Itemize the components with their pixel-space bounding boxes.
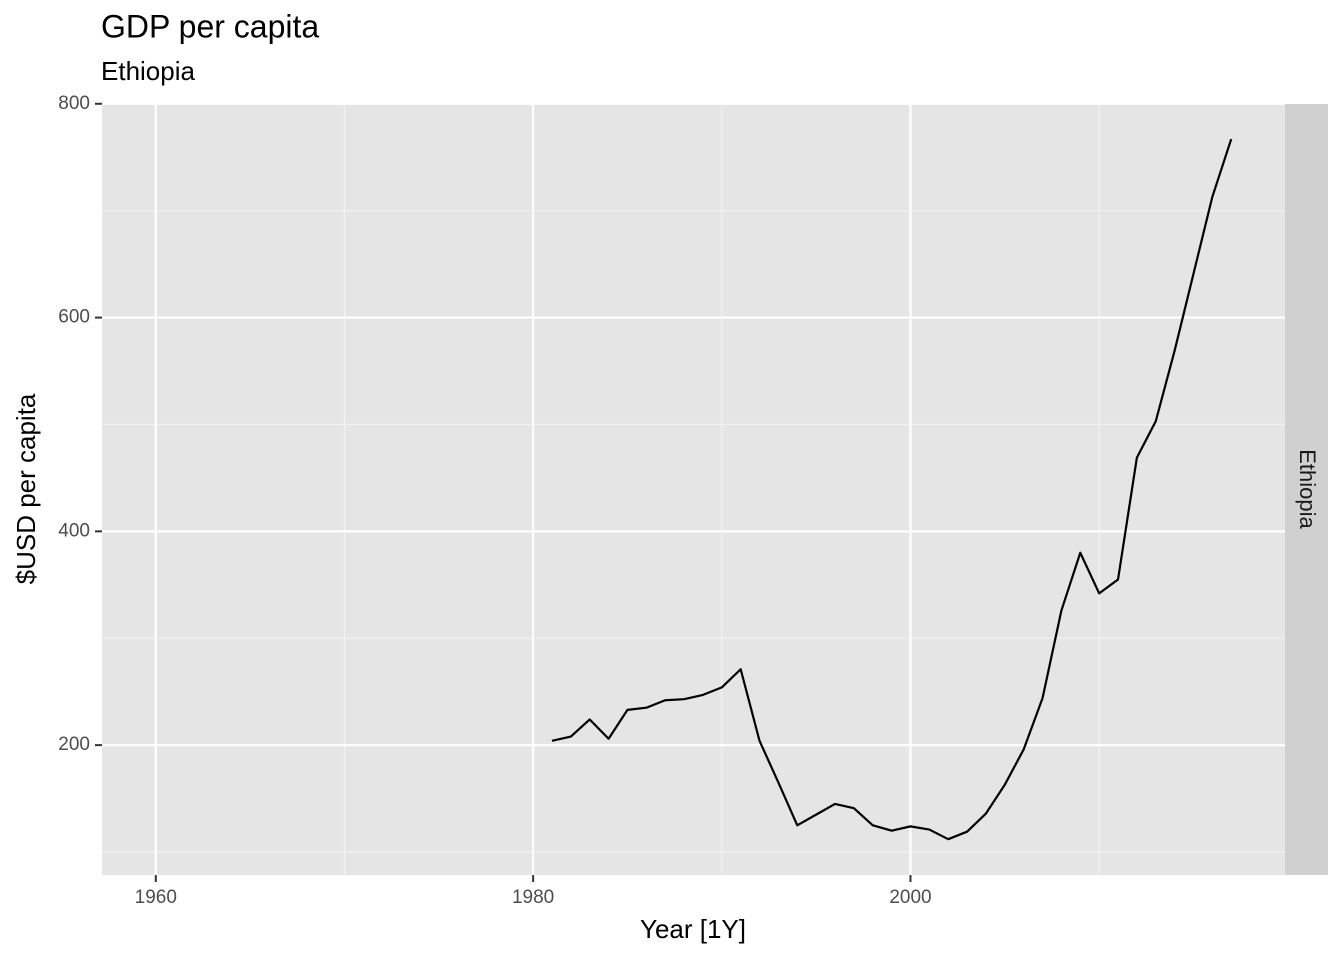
x-axis-label: Year [1Y] bbox=[640, 914, 746, 944]
y-tick-label: 800 bbox=[58, 93, 90, 114]
chart-title: GDP per capita bbox=[101, 8, 319, 44]
line bbox=[551, 138, 1233, 841]
y-axis-label: $USD per capita bbox=[11, 393, 41, 584]
x-tick-label: 2000 bbox=[889, 887, 931, 908]
chart-subtitle: Ethiopia bbox=[101, 56, 195, 86]
facet-strip bbox=[1285, 104, 1328, 875]
y-tick-label: 200 bbox=[58, 734, 90, 755]
x-tick-label: 1980 bbox=[512, 887, 554, 908]
x-tick-label: 1960 bbox=[135, 887, 177, 908]
panel bbox=[102, 104, 1285, 875]
facet-label: Ethiopia bbox=[1295, 449, 1320, 529]
y-tick-label: 400 bbox=[58, 520, 90, 541]
y-tick-label: 600 bbox=[58, 307, 90, 328]
